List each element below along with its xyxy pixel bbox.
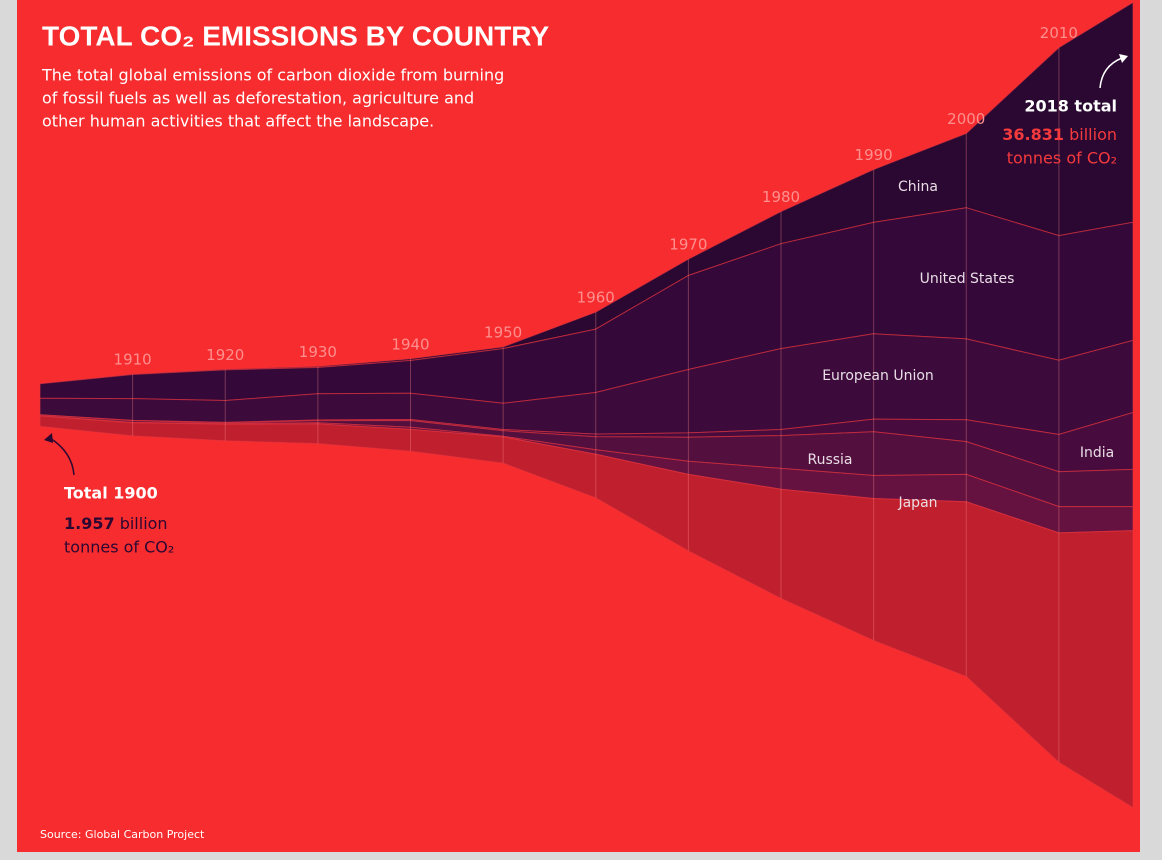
chart-title: TOTAL CO₂ EMISSIONS BY COUNTRY xyxy=(42,20,549,51)
series-label: China xyxy=(898,179,938,195)
series-label: India xyxy=(1080,445,1114,461)
annotation-label: Total 1900 xyxy=(64,484,158,503)
series-label: Russia xyxy=(807,452,852,468)
series-label: European Union xyxy=(822,368,934,384)
x-tick-label: 1970 xyxy=(669,236,707,254)
x-tick-label: 1990 xyxy=(855,146,893,164)
subtitle: of fossil fuels as well as deforestation… xyxy=(42,89,474,108)
annotation-unit: billion xyxy=(120,514,168,533)
arrow xyxy=(1099,57,1123,89)
annotation-value: 36.831 billion xyxy=(1002,125,1117,144)
annotation-number: 1.957 xyxy=(64,514,115,533)
x-tick-label: 2000 xyxy=(947,110,985,128)
stream-layer xyxy=(39,415,1134,809)
x-tick-label: 1940 xyxy=(391,335,429,353)
x-tick-label: 2010 xyxy=(1040,24,1078,42)
arrowhead xyxy=(1119,54,1128,63)
x-tick-label: 1960 xyxy=(577,289,615,307)
series-label: United States xyxy=(920,271,1015,287)
arrow xyxy=(49,437,75,476)
series-label: Japan xyxy=(897,495,937,511)
subtitle: other human activities that affect the l… xyxy=(42,112,434,131)
x-tick-label: 1950 xyxy=(484,323,522,341)
annotation-unit-line: tonnes of CO₂ xyxy=(1007,149,1117,168)
annotation-unit: billion xyxy=(1069,125,1117,144)
annotation-label: 2018 total xyxy=(1024,97,1117,116)
source: Source: Global Carbon Project xyxy=(40,828,205,841)
arrowhead xyxy=(44,433,53,443)
x-tick-label: 1920 xyxy=(206,346,244,364)
plot: 1910 1920 1930 1940 1950 1960 1970 1980 1990 2000… xyxy=(39,1,1134,809)
x-tick-label: 1910 xyxy=(114,351,152,369)
annotation-value: 1.957 billion xyxy=(64,514,168,533)
annotation-unit-line: tonnes of CO₂ xyxy=(64,538,174,557)
annotation-number: 36.831 xyxy=(1002,125,1064,144)
x-tick-label: 1980 xyxy=(762,188,800,206)
subtitle: The total global emissions of carbon dio… xyxy=(41,66,504,85)
x-tick-label: 1930 xyxy=(299,343,337,361)
